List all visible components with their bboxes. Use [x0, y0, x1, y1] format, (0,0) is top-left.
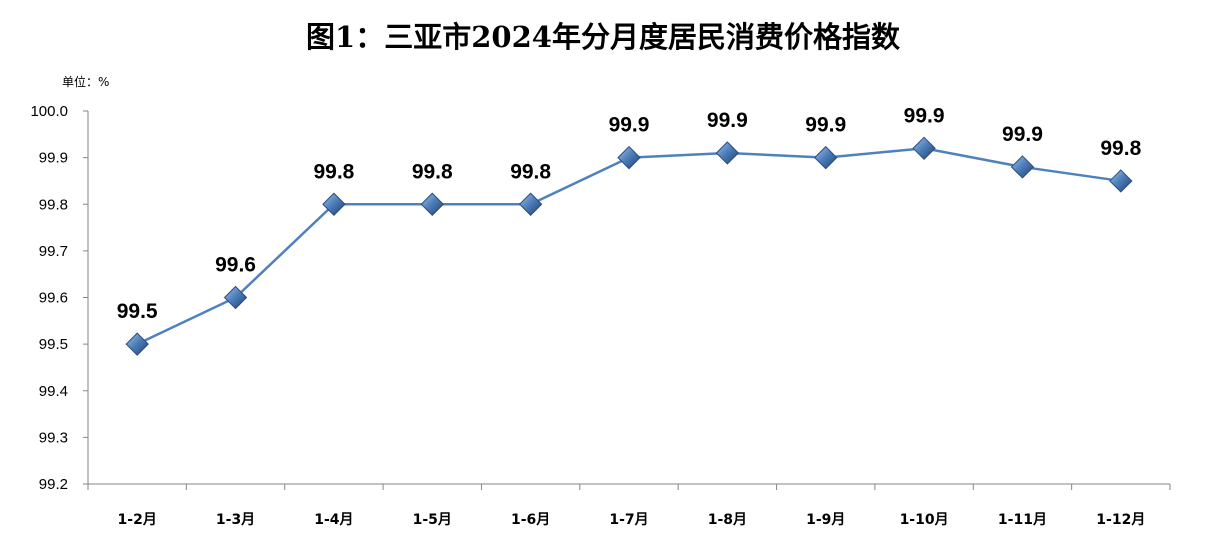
data-point	[223, 285, 248, 310]
data-point	[322, 192, 346, 216]
y-tick-label: 99.4	[39, 383, 68, 400]
unit-label: 单位：%	[62, 75, 110, 89]
y-tick-label: 99.9	[39, 150, 68, 167]
data-point	[1010, 155, 1035, 179]
x-tick-label: 1-6月	[511, 512, 550, 528]
x-tick-label: 1-12月	[1096, 512, 1145, 528]
data-point	[617, 145, 641, 170]
data-label: 99.8	[510, 160, 551, 183]
y-tick-label: 99.3	[39, 429, 68, 446]
y-tick-label: 99.7	[39, 243, 68, 260]
y-tick-label: 99.2	[39, 476, 68, 493]
data-point	[1109, 169, 1133, 193]
y-tick-label: 99.5	[39, 336, 68, 353]
series-line	[136, 147, 1121, 346]
x-tick-label: 1-10月	[900, 512, 949, 528]
x-tick-label: 1-8月	[708, 512, 747, 528]
data-point	[518, 192, 543, 216]
x-tick-label: 1-9月	[806, 512, 845, 528]
data-label: 99.5	[117, 300, 158, 323]
data-label: 99.9	[1002, 123, 1043, 146]
data-label: 99.9	[805, 114, 846, 137]
chart-title: 图1：三亚市2024年分月度居民消费价格指数	[306, 20, 900, 54]
data-point	[912, 136, 936, 161]
x-tick-label: 1-11月	[998, 512, 1047, 528]
x-tick-label: 1-2月	[118, 512, 157, 528]
data-label: 99.9	[609, 114, 650, 137]
data-label: 99.8	[412, 160, 453, 183]
x-tick-label: 1-3月	[216, 512, 255, 528]
data-point	[715, 141, 740, 165]
y-tick-label: 100.0	[30, 103, 68, 120]
y-tick-label: 99.6	[39, 290, 68, 307]
data-label: 99.6	[215, 254, 256, 277]
data-label: 99.8	[1100, 137, 1141, 160]
data-label: 99.9	[904, 104, 945, 127]
y-tick-label: 99.8	[39, 196, 68, 213]
data-label: 99.8	[313, 160, 354, 183]
data-label: 99.9	[707, 109, 748, 132]
x-tick-label: 1-7月	[609, 512, 648, 528]
data-point	[125, 332, 149, 356]
data-point	[420, 192, 444, 216]
x-tick-label: 1-4月	[314, 512, 353, 528]
x-tick-label: 1-5月	[413, 512, 452, 528]
data-point	[814, 145, 838, 170]
